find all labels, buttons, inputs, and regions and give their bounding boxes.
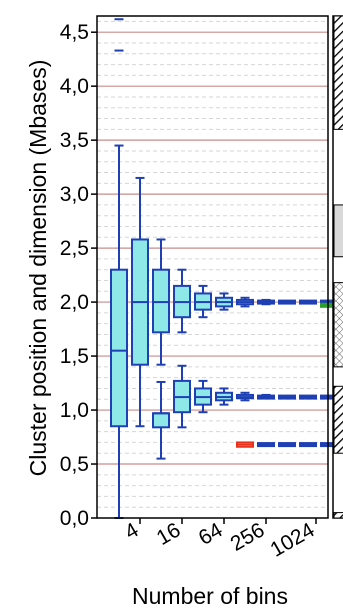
box-item [173, 364, 191, 429]
box-item [152, 238, 170, 366]
y-tick-label: 2,0 [60, 291, 89, 314]
box-item [194, 379, 212, 414]
y-axis: 0,0 0,5 1,0 1,5 2,0 2,5 3,0 3,5 4,0 4,5 [60, 21, 97, 530]
y-tick-label: 0,5 [60, 453, 89, 476]
x-tick-label: 256 [227, 518, 269, 555]
x-tick-label: 64 [195, 518, 227, 550]
side-panel-band [333, 204, 343, 258]
side-panel-bands [333, 15, 343, 519]
y-tick-label: 4,0 [60, 75, 89, 98]
y-tick-label: 1,5 [60, 345, 89, 368]
plot-frame [96, 15, 329, 519]
box-item [278, 394, 296, 400]
y-tick-label: 3,5 [60, 129, 89, 152]
box-item [236, 441, 254, 448]
side-panel-band [333, 282, 343, 368]
box-item [257, 298, 275, 306]
box-body [152, 268, 170, 334]
box-item [278, 442, 296, 448]
y-axis-title: Cluster position and dimension (Mbases) [25, 60, 51, 477]
y-tick-label: 4,5 [60, 21, 89, 44]
box-item [236, 391, 254, 402]
x-tick-label: 16 [153, 518, 185, 550]
box-item [236, 296, 254, 308]
y-tick-label: 0,0 [60, 507, 89, 530]
box-body [152, 412, 170, 429]
box-item [299, 394, 317, 400]
side-panel-band [333, 512, 343, 519]
side-panel-band [333, 15, 343, 130]
y-tick-label: 1,0 [60, 399, 89, 422]
box-body [110, 268, 128, 428]
box-item [299, 299, 317, 305]
box-item [152, 380, 170, 460]
box-item [110, 18, 128, 519]
box-item [194, 284, 212, 319]
x-axis-title: Number of bins [132, 583, 288, 609]
box-item [173, 268, 191, 334]
box-item [215, 387, 233, 406]
box-item [215, 292, 233, 311]
box-item [257, 442, 275, 448]
x-tick-label: 1024 [267, 518, 319, 561]
y-tick-label: 3,0 [60, 183, 89, 206]
y-tick-label: 2,5 [60, 237, 89, 260]
box-item [278, 299, 296, 305]
grid-lines [97, 20, 328, 508]
box-item [131, 176, 149, 428]
side-panel-band [333, 385, 343, 454]
box-item [299, 442, 317, 448]
box-item [257, 393, 275, 400]
box-series [110, 18, 338, 519]
